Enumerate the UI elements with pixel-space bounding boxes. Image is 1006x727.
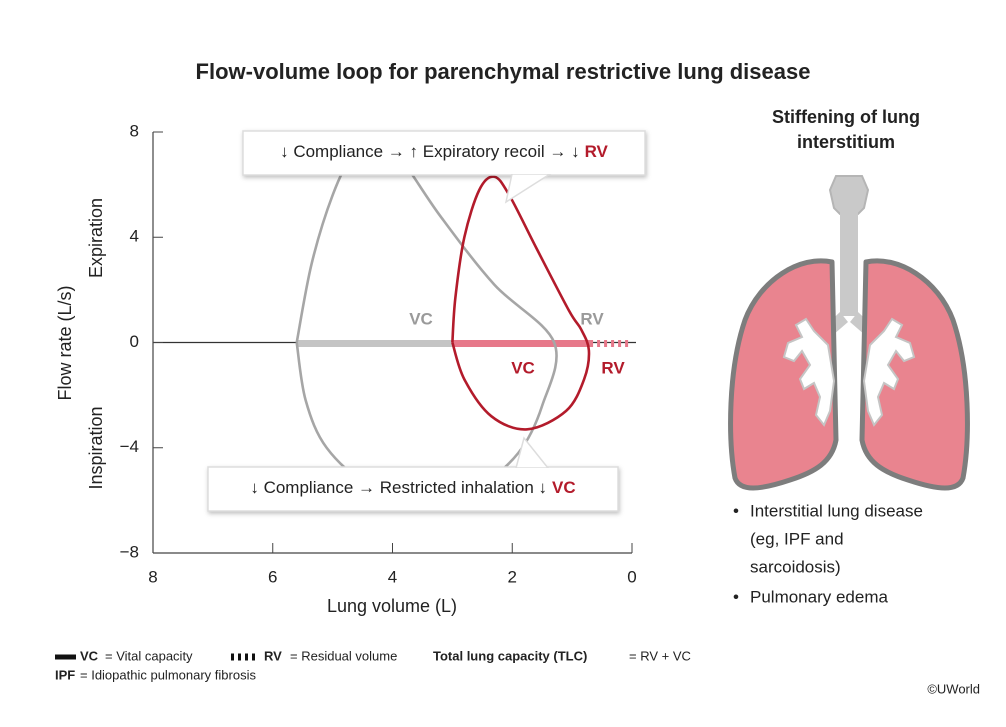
y-tick-label: 8 — [130, 121, 139, 140]
bullet-text: Interstitial lung disease — [750, 501, 923, 520]
bullet-text: Pulmonary edema — [750, 587, 889, 606]
callout-text-part: ↓ Compliance → Restricted inhalation ↓ — [250, 478, 547, 497]
y-upper-label: Expiration — [86, 198, 106, 278]
y-tick-label: −8 — [120, 542, 139, 561]
callout-tail — [515, 436, 550, 469]
x-tick-label: 4 — [388, 567, 397, 586]
x-tick-label: 0 — [627, 567, 636, 586]
annotation-callout: ↓ Compliance → Restricted inhalation ↓ VC — [207, 436, 619, 512]
x-tick-label: 6 — [268, 567, 277, 586]
y-tick-label: −4 — [120, 437, 139, 456]
panel-title: interstitium — [797, 132, 895, 152]
callout-emphasis: RV — [585, 142, 609, 161]
panel-title: Stiffening of lung — [772, 107, 920, 127]
footnote-term: VC — [80, 648, 99, 663]
bullet-dot: • — [733, 501, 739, 520]
flow-volume-loop — [451, 175, 591, 431]
annotation-callout: ↓ Compliance → ↑ Expiratory recoil → ↓ RV — [242, 130, 646, 204]
footnote-definition: = Vital capacity — [105, 648, 193, 663]
footnote-definition: = RV + VC — [629, 648, 691, 663]
chart-title: Flow-volume loop for parenchymal restric… — [196, 59, 811, 84]
bullet-dot: • — [733, 587, 739, 606]
callout-text: ↓ Compliance → ↑ Expiratory recoil → ↓ RV — [280, 142, 608, 161]
footnote-term: IPF — [55, 667, 75, 682]
y-axis-label: Flow rate (L/s) — [55, 285, 75, 400]
bullet-text: sarcoidosis) — [750, 557, 841, 576]
y-lower-label: Inspiration — [86, 406, 106, 489]
footnote-term: RV — [264, 648, 282, 663]
x-tick-label: 2 — [508, 567, 517, 586]
y-tick-label: 4 — [130, 227, 139, 246]
volume-label: RV — [580, 309, 604, 328]
lung-illustration — [728, 175, 970, 491]
callout-emphasis: VC — [552, 478, 576, 497]
callout-cover — [244, 132, 644, 174]
bullet-text: (eg, IPF and — [750, 529, 844, 548]
callout-text: ↓ Compliance → Restricted inhalation ↓ VC — [250, 478, 575, 497]
footnote-definition: = Idiopathic pulmonary fibrosis — [80, 667, 256, 682]
volume-label: RV — [601, 358, 625, 377]
footnote-definition: = Residual volume — [290, 648, 397, 663]
callout-text-part: ↓ Compliance → ↑ Expiratory recoil → ↓ — [280, 142, 579, 161]
y-tick-label: 0 — [130, 332, 139, 351]
callout-tail — [504, 173, 553, 204]
callout-cover — [209, 468, 617, 510]
x-tick-label: 8 — [148, 567, 157, 586]
copyright: ©UWorld — [927, 681, 980, 696]
volume-label: VC — [409, 309, 433, 328]
footnote-term: Total lung capacity (TLC) — [433, 648, 587, 663]
x-axis-label: Lung volume (L) — [327, 596, 457, 616]
volume-label: VC — [511, 358, 535, 377]
